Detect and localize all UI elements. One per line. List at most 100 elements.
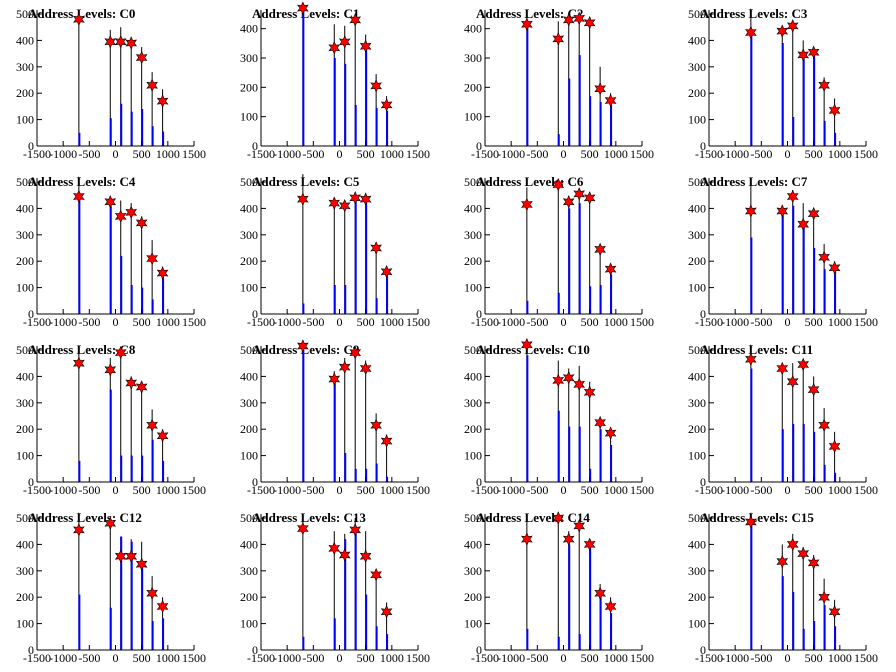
- chart-title: Address Levels: C14: [476, 510, 590, 525]
- peak-marker: [370, 568, 382, 582]
- x-tick-label: -1000: [273, 651, 301, 665]
- x-tick-label: -1500: [23, 315, 51, 329]
- x-tick-label: -1000: [497, 315, 525, 329]
- peak-marker: [745, 352, 757, 366]
- peak-marker: [807, 206, 820, 221]
- peak-marker: [73, 523, 85, 537]
- x-tick-label: -1000: [273, 315, 301, 329]
- x-tick-label: 1000: [828, 651, 852, 665]
- y-tick-label: 200: [688, 422, 706, 436]
- x-tick-label: 500: [805, 147, 823, 161]
- y-tick-label: 200: [240, 80, 258, 94]
- x-tick-label: -1500: [695, 651, 723, 665]
- x-tick-label: 0: [785, 147, 791, 161]
- x-tick-label: 1000: [604, 147, 628, 161]
- x-tick-label: -1500: [247, 651, 275, 665]
- y-tick-label: 500: [688, 7, 706, 21]
- chart-panel: Address Levels: C11 0 100 200 300 400 500 -1500…: [672, 336, 896, 504]
- x-tick-label: -1500: [695, 147, 723, 161]
- chart-panel: Address Levels: C6 0 100 200 300 400 500 -1500-…: [448, 168, 672, 336]
- y-tick-label: 100: [688, 617, 706, 631]
- x-tick-label: 1000: [156, 483, 180, 497]
- chart-panel: Address Levels: C5 0 100 200 300 400 500 -1500-…: [224, 168, 448, 336]
- peak-marker: [73, 356, 85, 370]
- y-tick-label: 400: [464, 22, 482, 36]
- y-tick-label: 200: [16, 422, 34, 436]
- y-tick-label: 100: [464, 449, 482, 463]
- y-tick-label: 200: [16, 590, 34, 604]
- x-tick-label: 0: [337, 483, 343, 497]
- chart-title: Address Levels: C13: [252, 510, 366, 525]
- y-tick-label: 200: [688, 254, 706, 268]
- x-tick-label: 0: [113, 315, 119, 329]
- x-tick-label: 1000: [828, 483, 852, 497]
- peak-marker: [797, 546, 810, 561]
- peak-marker: [552, 511, 565, 525]
- peak-marker: [125, 205, 138, 220]
- y-tick-label: 500: [688, 511, 706, 525]
- x-tick-label: 1000: [828, 147, 852, 161]
- y-tick-label: 500: [464, 343, 482, 357]
- x-tick-label: 1000: [604, 483, 628, 497]
- x-tick-label: 1500: [406, 315, 430, 329]
- y-tick-label: 100: [16, 113, 34, 127]
- x-tick-label: 500: [581, 315, 599, 329]
- y-tick-label: 400: [688, 201, 706, 215]
- x-tick-label: -500: [750, 651, 772, 665]
- peak-marker: [380, 265, 393, 279]
- y-tick-label: 300: [240, 51, 258, 65]
- chart-panel: Address Levels: C15 0 100 200 300 400 500 -1500…: [672, 504, 896, 672]
- y-tick-label: 500: [16, 7, 34, 21]
- peak-marker: [818, 250, 830, 264]
- chart-panel: Address Levels: C8 0 100 200 300 400 500 -1500-…: [0, 336, 224, 504]
- y-tick-label: 500: [16, 175, 34, 189]
- peak-marker: [583, 191, 596, 205]
- x-tick-label: -1500: [247, 147, 275, 161]
- peak-marker: [104, 516, 117, 531]
- peak-marker: [807, 556, 820, 570]
- chart-plot: 0 100 200 300 400 500 -1500-1000 -500 0 500 1000 15…: [464, 175, 654, 329]
- peak-marker: [807, 382, 820, 397]
- chart-panel: Address Levels: C10 0 100 200 300 400 500 -1500…: [448, 336, 672, 504]
- chart-panel: Address Levels: C1 0 100 200 300 400 -1500 -100…: [224, 0, 448, 168]
- x-tick-label: -500: [78, 651, 100, 665]
- x-tick-label: 0: [785, 651, 791, 665]
- peak-marker: [146, 251, 158, 266]
- x-tick-label: -500: [750, 315, 772, 329]
- chart-panel: Address Levels: C2 0 100 200 300 400 -1500 -100…: [448, 0, 672, 168]
- x-tick-label: 1500: [854, 147, 878, 161]
- chart-title: Address Levels: C5: [252, 174, 360, 189]
- chart-title: Address Levels: C1: [252, 6, 360, 21]
- peak-marker: [135, 557, 148, 571]
- x-tick-label: 500: [581, 147, 599, 161]
- y-tick-label: 100: [16, 617, 34, 631]
- chart-plot: 0 100 200 300 400 500 -1500-1000 -500 0 500 1000 15…: [16, 175, 206, 329]
- y-tick-label: 300: [688, 396, 706, 410]
- y-tick-label: 300: [240, 228, 258, 242]
- y-tick-label: 500: [240, 343, 258, 357]
- peak-marker: [156, 599, 169, 614]
- chart-plot: 0 100 200 300 400 500 -1500-1000 -500 0 500 1000 15…: [464, 511, 654, 665]
- chart-plot: 0 100 200 300 400 500 -1500-1000 -500 0 500 1000 15…: [688, 511, 878, 665]
- peak-marker: [370, 241, 382, 255]
- peak-marker: [807, 45, 820, 60]
- y-tick-label: 0: [476, 643, 482, 657]
- peak-marker: [135, 50, 148, 65]
- x-tick-label: 1000: [380, 315, 404, 329]
- peak-marker: [797, 48, 810, 62]
- y-tick-label: 400: [688, 33, 706, 47]
- peak-marker: [594, 242, 606, 257]
- x-tick-label: 500: [133, 147, 151, 161]
- peak-marker: [297, 192, 309, 206]
- x-tick-label: 1500: [406, 651, 430, 665]
- x-tick-label: -500: [78, 315, 100, 329]
- peak-marker: [114, 209, 127, 224]
- peak-marker: [776, 361, 789, 376]
- peak-marker: [146, 586, 158, 600]
- peak-marker: [818, 590, 830, 604]
- y-tick-label: 400: [688, 537, 706, 551]
- y-tick-label: 500: [16, 511, 34, 525]
- x-tick-label: 500: [805, 483, 823, 497]
- peak-marker: [104, 34, 117, 49]
